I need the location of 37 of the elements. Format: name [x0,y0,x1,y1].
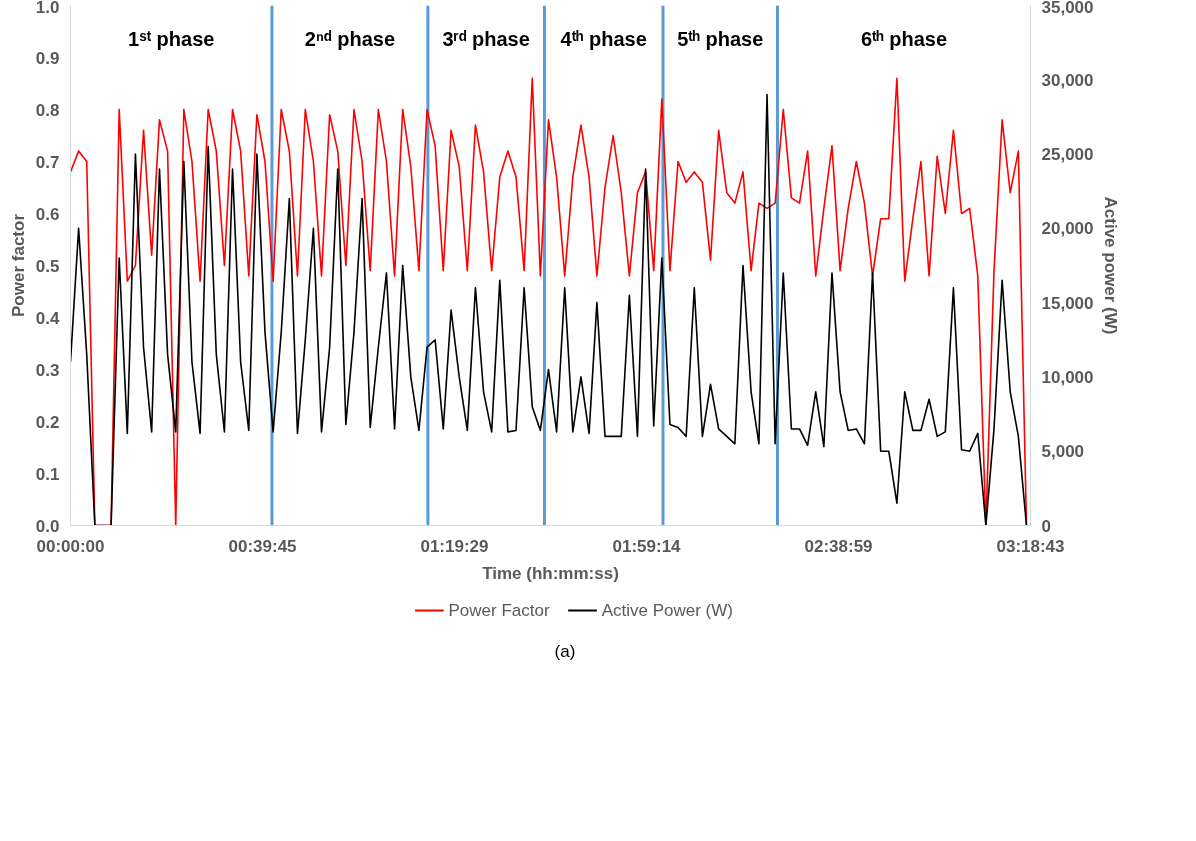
y-tick-label: 0.5 [35,256,60,276]
y-tick-label: 0.8 [35,100,60,120]
annotation: 5ᵗʰ phase [677,28,764,51]
y2-tick-label: 0 [1041,516,1051,536]
x-axis-title: Time (hh:mm:ss) [482,563,619,583]
y-tick-label: 0.6 [35,204,60,224]
y2-tick-label: 10,000 [1041,367,1094,387]
annotation: 3ʳᵈ phase [442,28,530,51]
y-axis-title: Power factor [8,213,28,317]
text: (a) [554,641,576,663]
x-tick-label: 03:18:43 [996,536,1065,556]
legend-label: Active Power (W) [601,601,733,620]
y-tick-label: 1.0 [35,0,60,17]
x-tick-label: 02:38:59 [804,536,873,556]
y2-tick-label: 35,000 [1041,0,1094,17]
x-tick-label: 01:59:14 [612,536,682,556]
y2-tick-label: 5,000 [1041,442,1085,462]
y-tick-label: 0.4 [35,308,61,328]
annotation: 2ⁿᵈ phase [304,28,396,51]
x-tick-label: 00:39:45 [228,536,297,556]
y2-axis-title: Active power (W) [1101,196,1121,335]
legend-label: Power Factor [448,601,550,620]
y-tick-label: 0.1 [35,464,60,484]
y-tick-label: 0.9 [35,48,60,68]
y-tick-label: 0.7 [35,152,60,172]
annotation: 1ˢᵗ phase [128,28,215,51]
y2-tick-label: 15,000 [1041,293,1094,313]
y-tick-label: 0.2 [35,412,60,432]
x-tick-label: 00:00:00 [36,536,105,556]
y2-tick-label: 25,000 [1041,145,1094,165]
x-tick-label: 01:19:29 [420,536,489,556]
y-tick-label: 0.0 [35,516,60,536]
annotation: 4ᵗʰ phase [560,28,647,51]
y-tick-label: 0.3 [35,360,60,380]
y2-tick-label: 20,000 [1041,219,1094,239]
y2-tick-label: 30,000 [1041,70,1094,90]
annotation: 6ᵗʰ phase [860,28,948,51]
